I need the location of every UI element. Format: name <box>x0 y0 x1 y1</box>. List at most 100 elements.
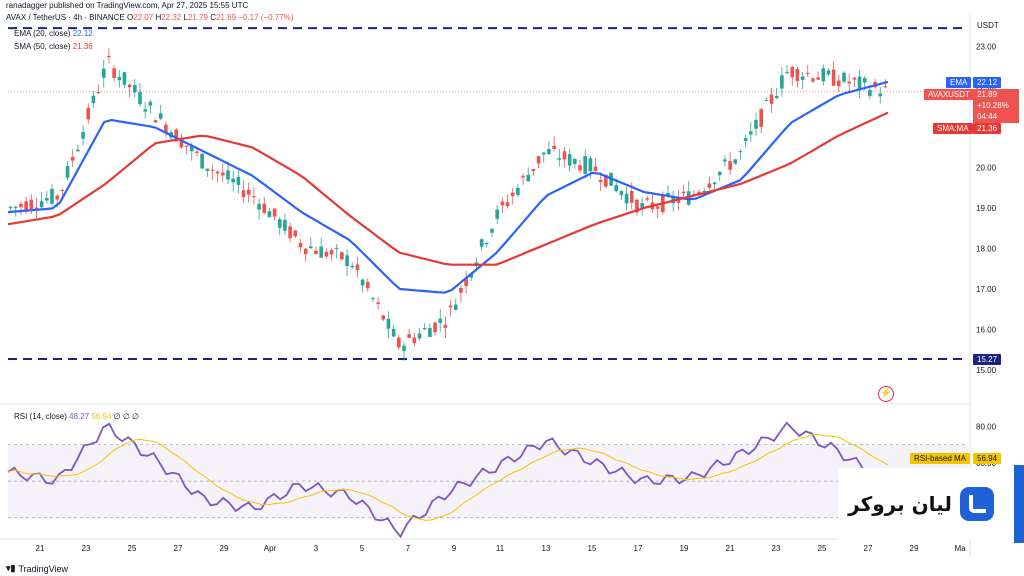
candle-body <box>412 337 417 344</box>
candle-body <box>101 68 106 78</box>
candle-body <box>81 131 85 139</box>
date-tick-label: Apr <box>264 544 277 553</box>
candle-body <box>29 199 34 210</box>
legend-sma-value: 21.36 <box>72 42 93 51</box>
date-tick-label: 3 <box>314 544 319 553</box>
candle-body <box>857 76 862 89</box>
time-axis[interactable]: 21 23 25 27 29 Apr 3 5 7 9 11 13 15 17 19 21 23 25 27 29 Ma <box>36 544 967 553</box>
date-tick-label: 27 <box>174 544 183 553</box>
candle-body <box>697 191 701 194</box>
axis-separators <box>0 14 971 556</box>
candle-body <box>862 78 867 83</box>
candle-body <box>629 191 634 203</box>
candle-body <box>712 182 717 185</box>
candle-body <box>552 145 556 149</box>
candle-body <box>821 68 826 82</box>
candle-body <box>567 154 572 166</box>
candle-body <box>112 68 116 78</box>
candle-body <box>91 95 96 104</box>
candle-body <box>371 298 375 300</box>
candle-body <box>65 166 70 178</box>
tradingview-brand: TradingView <box>18 563 69 574</box>
candle-body <box>55 195 59 200</box>
legend-rsi-symbols: ∅ ∅ ∅ <box>113 412 140 421</box>
candle-body <box>334 247 339 249</box>
candle-body <box>241 190 246 197</box>
candle-body <box>231 178 235 183</box>
date-tick-label: 29 <box>910 544 919 553</box>
date-tick-label: 7 <box>406 544 411 553</box>
candle-body <box>24 201 28 212</box>
date-tick-label: 21 <box>726 544 735 553</box>
date-tick-label: 23 <box>82 544 91 553</box>
candle-body <box>153 120 158 123</box>
candle-body <box>365 281 370 289</box>
price-badge-label: AVAXUSDT <box>924 89 974 100</box>
candle-body <box>749 131 753 135</box>
candle-body <box>790 66 795 78</box>
symbol-ohlc-line: AVAX / TetherUS · 4h · BINANCE O22.07 H2… <box>6 13 293 22</box>
legend-rsi[interactable]: RSI (14, close) 48.27 56.94 ∅ ∅ ∅ <box>14 412 139 421</box>
candle-body <box>624 193 629 204</box>
legend-sma[interactable]: SMA (50, close) 21.36 <box>14 42 93 51</box>
candle-body <box>215 171 220 174</box>
candle-body <box>485 242 489 245</box>
date-tick-label: 27 <box>864 544 873 553</box>
date-tick-label: 11 <box>496 544 505 553</box>
watermark: لیان بروکر <box>838 468 1004 540</box>
candle-body <box>557 158 562 160</box>
symbol-label[interactable]: AVAX / TetherUS · 4h · BINANCE <box>6 13 125 22</box>
candle-body <box>195 151 199 153</box>
candle-body <box>407 334 411 338</box>
legend-sma-label: SMA (50, close) <box>14 42 71 51</box>
candles <box>8 48 888 361</box>
candle-body <box>50 188 54 204</box>
candle-body <box>780 75 784 89</box>
candle-body <box>19 203 23 208</box>
candle-body <box>619 191 624 196</box>
candle-body <box>381 315 386 320</box>
watermark-accent-bar <box>1014 465 1024 543</box>
date-tick-label: 9 <box>452 544 457 553</box>
tradingview-footer[interactable]: ▾▮ TradingView <box>6 563 68 574</box>
legend-ema[interactable]: EMA (20, close) 22.12 <box>14 29 93 38</box>
candle-body <box>645 198 650 200</box>
candle-body <box>816 77 820 80</box>
date-tick-label: 13 <box>542 544 551 553</box>
ohlc-low-label: L <box>183 13 188 22</box>
candle-body <box>314 250 318 255</box>
price-tick-label: 16.00 <box>976 325 997 334</box>
candle-body <box>298 243 303 248</box>
candle-body <box>738 151 743 153</box>
ema-line <box>7 80 889 294</box>
sma-line <box>7 111 889 266</box>
publisher-line: ranadagger published on TradingView.com,… <box>6 1 249 10</box>
ohlc-high-label: H <box>155 13 162 22</box>
rsi-ma-badge-value: 56.94 <box>973 453 1002 464</box>
candle-body <box>329 250 334 255</box>
candle-body <box>236 176 241 185</box>
candle-body <box>826 70 831 75</box>
price-badge-change: +10.28% <box>977 101 1009 110</box>
candle-body <box>174 129 179 142</box>
candle-body <box>702 190 707 192</box>
date-tick-label: 25 <box>128 544 137 553</box>
candle-body <box>376 302 380 304</box>
candle-body <box>324 251 329 257</box>
candle-body <box>764 99 769 101</box>
candle-body <box>562 151 567 160</box>
lightning-alert-icon[interactable]: ⚡ <box>878 386 894 402</box>
rsi-band <box>8 444 968 519</box>
ohlc-high: 22.32 <box>161 13 182 22</box>
candle-body <box>184 145 189 147</box>
candle-body <box>774 95 779 98</box>
rsi-line <box>7 421 889 539</box>
candle-body <box>852 77 857 80</box>
candle-body <box>267 211 272 218</box>
candle-body <box>417 333 422 339</box>
ohlc-open-label: O <box>126 13 134 22</box>
candle-body <box>350 265 355 268</box>
candle-body <box>510 192 515 196</box>
candle-body <box>45 198 49 201</box>
price-badge: 21.89 +10.28% 04:44 <box>973 89 1019 123</box>
